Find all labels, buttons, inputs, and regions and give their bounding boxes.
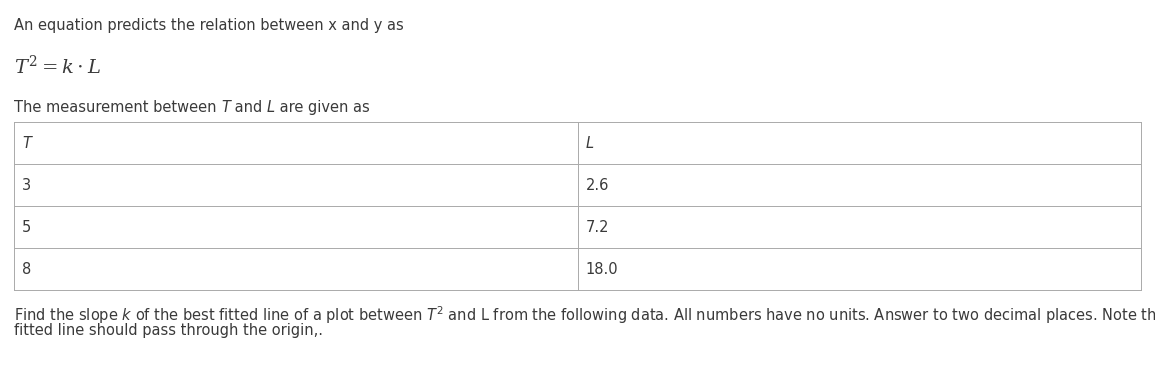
Text: 8: 8	[22, 262, 31, 276]
Text: T: T	[221, 100, 230, 115]
Text: T: T	[22, 135, 31, 151]
Text: Find the slope $k$ of the best fitted line of a plot between $T^2$ and L from th: Find the slope $k$ of the best fitted li…	[14, 304, 1155, 326]
Text: 18.0: 18.0	[586, 262, 618, 276]
Text: 3: 3	[22, 177, 31, 193]
Text: 7.2: 7.2	[586, 220, 609, 235]
Text: fitted line should pass through the origin,.: fitted line should pass through the orig…	[14, 323, 323, 338]
Text: and: and	[230, 100, 267, 115]
Text: L: L	[586, 135, 594, 151]
Text: An equation predicts the relation between x and y as: An equation predicts the relation betwee…	[14, 18, 404, 33]
Text: 2.6: 2.6	[586, 177, 609, 193]
Text: $T^2  =  k \cdot L$: $T^2 = k \cdot L$	[14, 55, 100, 78]
Text: are given as: are given as	[275, 100, 370, 115]
Text: L: L	[267, 100, 275, 115]
Text: The measurement between: The measurement between	[14, 100, 221, 115]
Text: 5: 5	[22, 220, 31, 235]
